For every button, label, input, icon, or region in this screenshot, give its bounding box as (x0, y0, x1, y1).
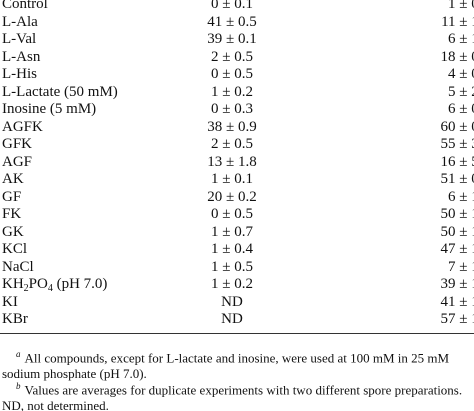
cell-value: 39 ± 1.3 (440, 276, 474, 292)
cell-value: 38 ± 0.9 (207, 118, 257, 135)
cell-value: 6 ± 0.2 (448, 101, 474, 117)
cell-value: 20 ± 0.2 (207, 188, 257, 205)
cell-value: 16 ± 5.5 (440, 153, 474, 170)
footnote: a All compounds, except for L-lactate and… (2, 346, 474, 382)
cell-value: 11 ± 1.6 (441, 13, 474, 30)
cell-value: 6 ± 1.3 (448, 188, 474, 205)
row-label: L-His (2, 66, 37, 82)
cell-value: 13 ± 1.8 (207, 153, 257, 170)
cell-value: 55 ± 3.9 (440, 136, 474, 152)
row-label: GFK (2, 136, 33, 152)
cell-value: 57 ± 1.4 (440, 311, 474, 327)
cell-value: 1 ± 0.2 (211, 83, 253, 100)
cell-value: 1 ± 0.5 (211, 258, 253, 275)
cell-value: 5 ± 2.2 (448, 83, 474, 100)
row-label: L-Asn (2, 48, 41, 65)
cell-value: 41 ± 1.4 (440, 293, 474, 310)
cell-value: 39 ± 0.1 (207, 31, 257, 47)
footnote-text: Values are averages for duplicate experi… (2, 382, 463, 411)
cell-value: 0 ± 0.1 (211, 0, 253, 12)
rule (0, 333, 474, 334)
row-label: GK (2, 223, 24, 240)
cell-value: 7 ± 1.9 (448, 258, 474, 275)
footnote: b Values are averages for duplicate exper… (2, 378, 474, 411)
cell-value: 51 ± 0.9 (440, 171, 474, 187)
cell-value: 0 ± 0.5 (211, 206, 253, 222)
row-label: FK (2, 206, 22, 222)
cell-value: 18 ± 0.5 (440, 48, 474, 65)
cell-value: 1 ± 0.2 (448, 0, 474, 12)
cell-value: 1 ± 0.4 (211, 241, 253, 257)
footnote-text: All compounds, except for L-lactate and … (2, 350, 450, 382)
label-part: PO (28, 276, 48, 292)
row-label: Inosine (5 mM) (2, 101, 97, 117)
cell-value: 1 ± 0.1 (211, 171, 253, 187)
row-label: AGF (2, 153, 33, 170)
row-label: KBr (2, 311, 28, 327)
row-label: AK (2, 171, 24, 187)
cell-value: ND (221, 293, 243, 310)
row-label: Control (2, 0, 48, 12)
cell-value: 50 ± 1.8 (440, 223, 474, 240)
label-part: 4 (47, 283, 53, 294)
cell-value: 4 ± 0.7 (448, 66, 474, 82)
cell-value: 2 ± 0.5 (211, 136, 253, 152)
row-label: KH2PO4 (pH 7.0) (2, 276, 108, 294)
row-label: KI (2, 293, 18, 310)
row-label: KCl (2, 241, 28, 257)
footnote-mark: b (16, 381, 21, 391)
cell-value: 60 ± 0.8 (440, 118, 474, 135)
row-label: L-Ala (2, 13, 38, 30)
cell-value: 41 ± 0.5 (207, 13, 257, 30)
label-part: KH (2, 276, 24, 292)
cell-value: 47 ± 1.8 (440, 241, 474, 257)
cell-value: 50 ± 1.8 (440, 206, 474, 222)
footnote-mark: a (16, 349, 21, 359)
row-label: GF (2, 188, 22, 205)
label-part: 2 (23, 283, 29, 294)
cell-value: 2 ± 0.5 (211, 48, 253, 65)
cell-value: 6 ± 1.1 (448, 31, 474, 47)
row-label: L-Lactate (50 mM) (2, 83, 118, 100)
cell-value: 0 ± 0.3 (211, 101, 253, 117)
cell-value: 0 ± 0.5 (211, 66, 253, 82)
cell-value: ND (221, 311, 243, 327)
row-label: AGFK (2, 118, 43, 135)
cell-value: 1 ± 0.2 (211, 276, 253, 292)
row-label: L-Val (2, 31, 37, 47)
cell-value: 1 ± 0.7 (211, 223, 253, 240)
label-part: (pH 7.0) (52, 276, 108, 292)
row-label: NaCl (2, 258, 34, 275)
